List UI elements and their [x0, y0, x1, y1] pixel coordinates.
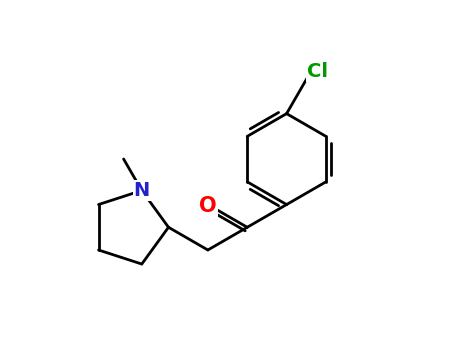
Text: Cl: Cl: [307, 63, 328, 82]
Text: O: O: [199, 196, 217, 216]
Text: N: N: [134, 181, 150, 200]
